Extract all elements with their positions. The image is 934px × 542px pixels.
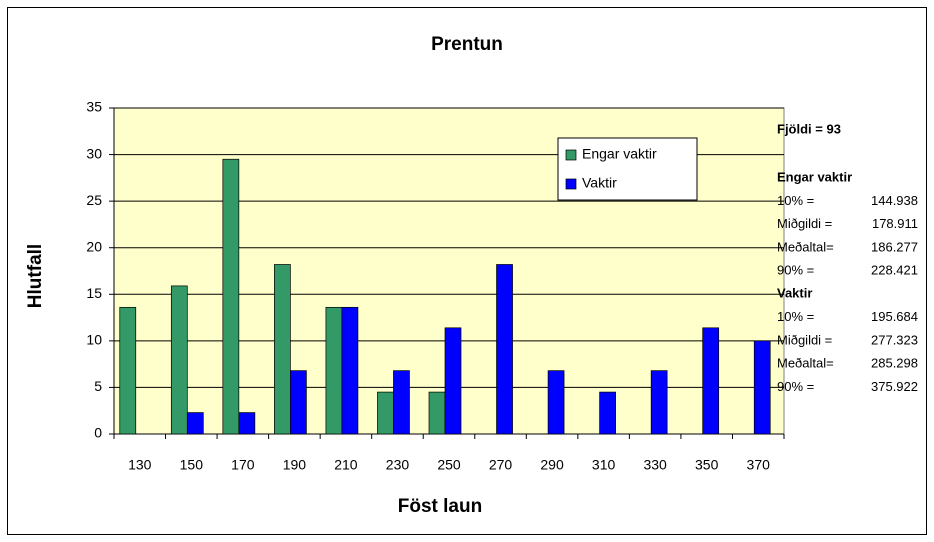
bar [444,327,462,435]
y-tick-label: 30 [86,145,102,161]
bar [274,264,291,435]
side-stat-value: 144.938 [871,193,918,208]
side-stat-value: 228.421 [871,263,918,278]
x-tick-label: 130 [128,457,152,473]
legend-label: Engar vaktir [582,146,657,162]
x-tick-label: 230 [386,457,410,473]
y-tick-label: 15 [86,285,102,301]
bar [428,391,446,435]
bar [393,370,410,435]
x-tick-label: 210 [334,457,358,473]
chart-title: Prentun [431,34,503,55]
side-stat-value: 195.684 [871,309,918,324]
x-tick-label: 330 [643,457,667,473]
side-stat-label: 90% = [777,379,814,394]
side-stat-label: Meðaltal= [777,239,834,254]
legend-swatch [565,149,577,161]
side-stat-label: 90% = [777,263,814,278]
y-tick-label: 20 [86,238,102,254]
bar [222,158,240,435]
y-tick-label: 25 [86,192,102,208]
bar [238,412,256,435]
bar [547,370,565,435]
side-group-title: Engar vaktir [777,169,852,184]
x-tick-label: 270 [489,457,513,473]
bar [702,327,720,435]
x-tick-label: 190 [283,457,307,473]
x-tick-label: 290 [540,457,564,473]
bar [496,264,513,435]
side-stat-value: 285.298 [871,356,918,371]
y-tick-label: 5 [94,378,102,394]
bar [650,370,668,435]
bar [290,370,307,435]
bar [186,412,204,435]
x-tick-label: 250 [437,457,461,473]
bar [753,340,771,435]
y-tick-label: 0 [94,425,102,441]
side-group-title: Vaktir [777,286,812,301]
side-stat-label: Miðgildi = [777,332,832,347]
bar [341,306,359,435]
side-stat-label: Miðgildi = [777,216,832,231]
side-stat-value: 277.323 [871,332,918,347]
x-tick-label: 310 [592,457,616,473]
side-stat-value: 375.922 [871,379,918,394]
legend-swatch [565,178,577,190]
x-tick-label: 350 [695,457,719,473]
x-tick-label: 170 [231,457,255,473]
legend-box [557,137,698,201]
bar [119,306,137,435]
side-stat-label: Meðaltal= [777,356,834,371]
bar [170,285,188,435]
bar [377,391,394,435]
side-stat-label: 10% = [777,193,814,208]
side-count: Fjöldi = 93 [777,121,841,136]
x-tick-label: 370 [747,457,771,473]
side-stat-value: 178.911 [872,216,918,231]
bar [325,306,343,435]
y-axis-label: Hlutfall [25,244,46,308]
side-stat-label: 10% = [777,309,814,324]
x-axis-label: Föst laun [398,496,482,517]
y-tick-label: 10 [86,332,102,348]
bar [599,391,616,435]
legend-label: Vaktir [582,175,617,191]
side-stat-value: 186.277 [871,239,918,254]
x-tick-label: 150 [180,457,204,473]
y-tick-label: 35 [86,99,102,115]
